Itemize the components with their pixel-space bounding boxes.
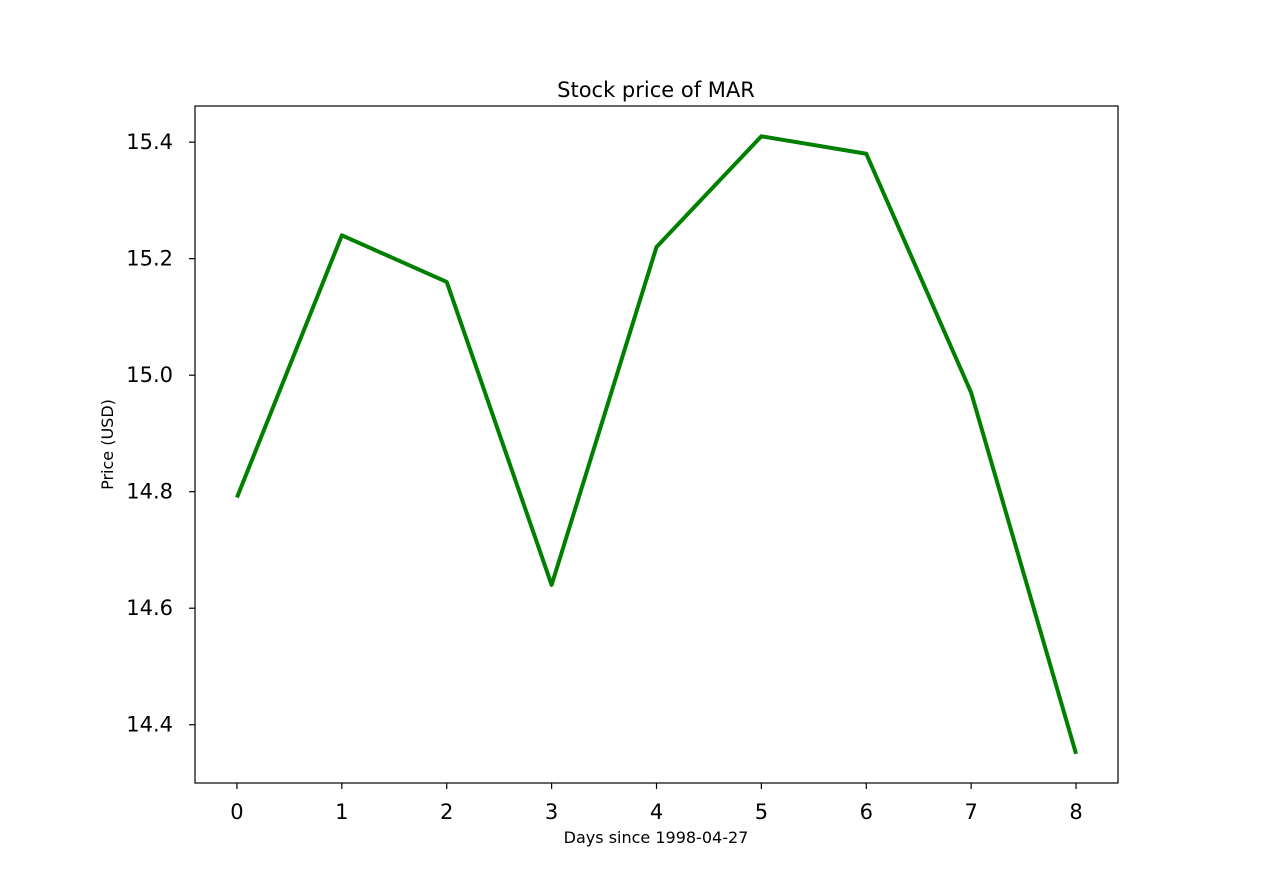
y-tick-label: 14.8 bbox=[126, 480, 173, 504]
y-tick-label: 15.4 bbox=[126, 130, 173, 154]
series-layer bbox=[235, 134, 1078, 756]
y-tick-label: 14.6 bbox=[126, 596, 173, 620]
x-tick-label: 3 bbox=[545, 800, 558, 824]
y-tick-label: 15.0 bbox=[126, 363, 173, 387]
x-tick-label: 6 bbox=[860, 800, 873, 824]
y-tick-label: 15.2 bbox=[126, 247, 173, 271]
data-point bbox=[445, 280, 449, 284]
y-tick-label: 14.4 bbox=[126, 713, 173, 737]
series-line bbox=[235, 134, 1078, 755]
data-point bbox=[864, 152, 868, 156]
data-point bbox=[235, 496, 239, 500]
x-axis-label: Days since 1998-04-27 bbox=[564, 828, 749, 847]
x-tick-label: 1 bbox=[335, 800, 348, 824]
x-tick-label: 8 bbox=[1069, 800, 1082, 824]
ticks-layer: 0 1 2 3 4 5 6 7 8 14.4 14.6 14.8 15.0 15.2 15.4 bbox=[126, 130, 1082, 824]
x-tick-label: 2 bbox=[440, 800, 453, 824]
data-point bbox=[550, 583, 554, 587]
data-point bbox=[1074, 752, 1078, 756]
x-tick-label: 0 bbox=[230, 800, 243, 824]
x-tick-label: 5 bbox=[755, 800, 768, 824]
x-tick-label: 7 bbox=[964, 800, 977, 824]
plot-frame bbox=[194, 105, 1119, 784]
chart-title: Stock price of MAR bbox=[557, 78, 755, 102]
x-tick-label: 4 bbox=[650, 800, 663, 824]
y-axis-label: Price (USD) bbox=[98, 399, 117, 490]
data-point bbox=[340, 233, 344, 237]
data-point bbox=[969, 391, 973, 395]
data-point bbox=[655, 245, 659, 249]
data-point bbox=[759, 134, 763, 138]
